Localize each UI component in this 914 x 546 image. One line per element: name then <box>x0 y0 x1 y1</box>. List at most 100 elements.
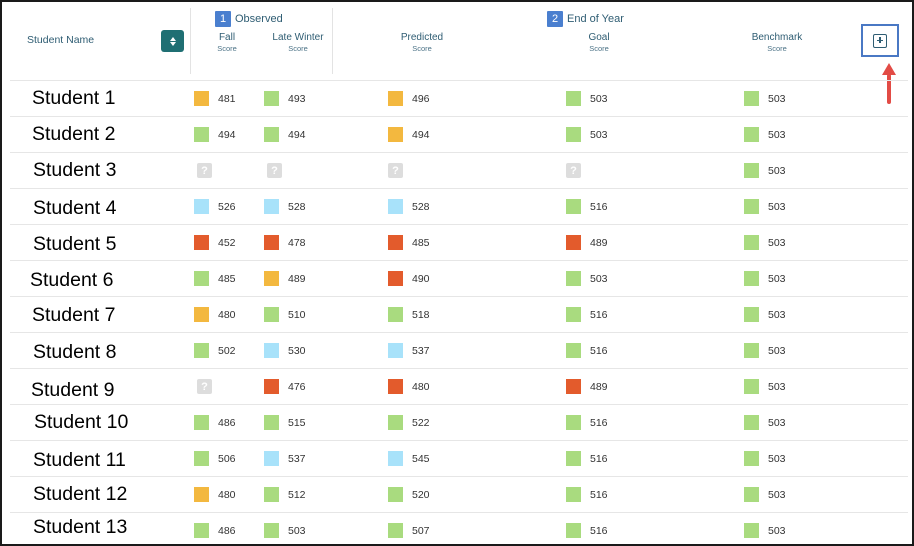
observed-group-label: Observed <box>235 13 283 25</box>
col-header-predicted[interactable]: Predicted Score <box>400 32 444 53</box>
score-value: 516 <box>590 416 608 429</box>
sort-button[interactable] <box>161 30 184 52</box>
level-swatch <box>566 487 581 502</box>
student-name[interactable]: Student 5 <box>33 233 117 255</box>
col-header-fall[interactable]: Fall Score <box>217 32 237 53</box>
score-value: 476 <box>288 380 306 393</box>
score-value: 502 <box>218 344 236 357</box>
level-swatch <box>194 451 209 466</box>
score-value: 486 <box>218 416 236 429</box>
score-cell-goal: 516 <box>566 415 608 430</box>
score-cell-late-winter: 476 <box>264 379 306 394</box>
level-swatch <box>264 487 279 502</box>
level-swatch <box>566 271 581 286</box>
score-cell-fall: 480 <box>194 307 236 322</box>
score-cell-goal: 516 <box>566 343 608 358</box>
level-swatch <box>194 91 209 106</box>
student-name[interactable]: Student 4 <box>33 197 117 219</box>
score-value: 507 <box>412 524 430 537</box>
score-cell-predicted: 496 <box>388 91 430 106</box>
student-name[interactable]: Student 10 <box>34 411 129 433</box>
level-swatch <box>566 523 581 538</box>
add-column-button[interactable] <box>861 24 899 57</box>
student-name[interactable]: Student 8 <box>33 341 117 363</box>
student-name[interactable]: Student 9 <box>31 379 115 401</box>
score-cell-fall: 486 <box>194 415 236 430</box>
table-row[interactable]: Student 10 486 515 522 516 503 <box>10 404 908 440</box>
student-name[interactable]: Student 1 <box>32 87 116 109</box>
score-cell-goal: 503 <box>566 271 608 286</box>
score-cell-late-winter: 494 <box>264 127 306 142</box>
student-name-header[interactable]: Student Name <box>27 34 95 46</box>
score-cell-late-winter: 537 <box>264 451 306 466</box>
score-cell-late-winter: 493 <box>264 91 306 106</box>
score-value: 485 <box>218 272 236 285</box>
table-row[interactable]: Student 6 485 489 490 503 503 <box>10 260 908 296</box>
score-cell-predicted: 494 <box>388 127 430 142</box>
table-row[interactable]: Student 13 486 503 507 516 503 <box>10 512 908 544</box>
student-name[interactable]: Student 2 <box>32 123 116 145</box>
col-header-benchmark[interactable]: Benchmark Score <box>751 32 803 53</box>
student-name[interactable]: Student 12 <box>33 483 128 505</box>
score-value: 503 <box>768 344 786 357</box>
table-row[interactable]: Student 7 480 510 518 516 503 <box>10 296 908 332</box>
score-value: 480 <box>218 308 236 321</box>
student-name[interactable]: Student 11 <box>33 449 126 471</box>
student-name[interactable]: Student 7 <box>32 304 116 326</box>
score-value: 512 <box>288 488 306 501</box>
level-swatch <box>744 379 759 394</box>
score-value: 522 <box>412 416 430 429</box>
score-cell-benchmark: 503 <box>744 523 786 538</box>
table-row[interactable]: Student 3???? 503 <box>10 152 908 188</box>
level-swatch <box>566 451 581 466</box>
level-swatch <box>264 235 279 250</box>
col-header-goal[interactable]: Goal Score <box>588 32 610 53</box>
level-swatch <box>566 235 581 250</box>
table-row[interactable]: Student 12 480 512 520 516 503 <box>10 476 908 512</box>
level-swatch <box>744 523 759 538</box>
level-swatch <box>388 307 403 322</box>
score-value: 537 <box>412 344 430 357</box>
sort-icon <box>169 36 176 46</box>
student-name[interactable]: Student 3 <box>33 159 117 181</box>
level-swatch <box>566 91 581 106</box>
score-value: 503 <box>768 308 786 321</box>
table-row[interactable]: Student 8 502 530 537 516 503 <box>10 332 908 368</box>
table-row[interactable]: Student 9? 476 480 489 503 <box>10 368 908 404</box>
table-row[interactable]: Student 5 452 478 485 489 503 <box>10 224 908 260</box>
level-swatch <box>744 127 759 142</box>
question-mark-icon: ? <box>566 163 581 178</box>
table-row[interactable]: Student 4 526 528 528 516 503 <box>10 188 908 224</box>
table-row[interactable]: Student 1 481 493 496 503 503 <box>10 80 908 116</box>
score-cell-predicted: 485 <box>388 235 430 250</box>
score-value: 496 <box>412 92 430 105</box>
score-cell-fall: 502 <box>194 343 236 358</box>
score-value: 481 <box>218 92 236 105</box>
level-swatch <box>194 235 209 250</box>
col-header-late-winter[interactable]: Late Winter Score <box>272 32 324 53</box>
question-mark-icon: ? <box>388 163 403 178</box>
level-swatch <box>388 127 403 142</box>
level-swatch <box>264 379 279 394</box>
table-row[interactable]: Student 2 494 494 494 503 503 <box>10 116 908 152</box>
student-name[interactable]: Student 13 <box>33 516 128 538</box>
score-cell-predicted: 522 <box>388 415 430 430</box>
level-swatch <box>194 199 209 214</box>
level-swatch <box>388 199 403 214</box>
level-swatch <box>194 307 209 322</box>
student-name[interactable]: Student 6 <box>30 269 114 291</box>
score-cell-late-winter: 503 <box>264 523 306 538</box>
level-swatch <box>264 523 279 538</box>
level-swatch <box>194 343 209 358</box>
level-swatch <box>194 271 209 286</box>
level-swatch <box>744 235 759 250</box>
score-cell-late-winter: 510 <box>264 307 306 322</box>
level-swatch <box>744 415 759 430</box>
score-value: 503 <box>590 92 608 105</box>
score-value: 480 <box>218 488 236 501</box>
table-row[interactable]: Student 11 506 537 545 516 503 <box>10 440 908 476</box>
score-value: 493 <box>288 92 306 105</box>
score-cell-fall: ? <box>194 163 212 178</box>
score-cell-fall: 485 <box>194 271 236 286</box>
score-value: 516 <box>590 200 608 213</box>
